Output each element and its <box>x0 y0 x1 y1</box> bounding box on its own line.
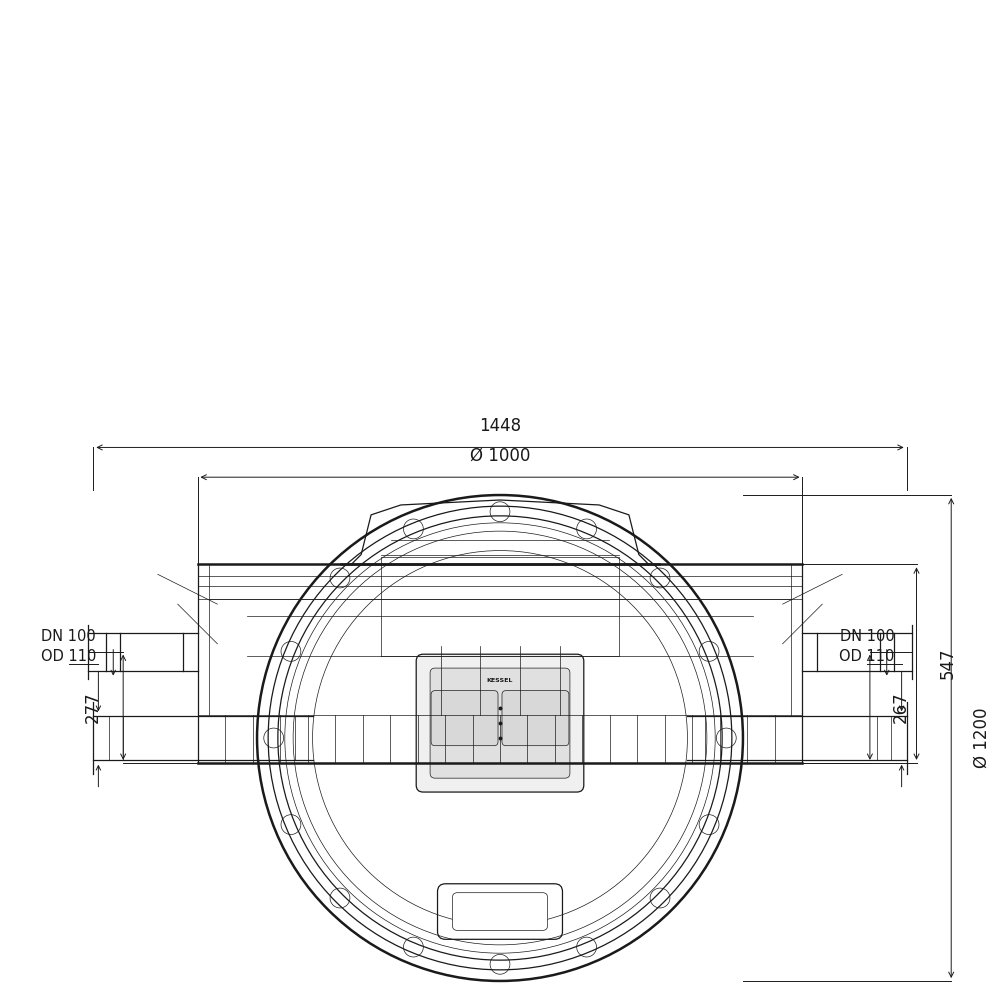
Text: DN 100
OD 110: DN 100 OD 110 <box>41 629 96 664</box>
Text: 547: 547 <box>938 648 956 679</box>
Text: KESSEL: KESSEL <box>487 678 513 683</box>
Text: 277: 277 <box>83 691 101 723</box>
Text: 267: 267 <box>892 691 910 723</box>
FancyBboxPatch shape <box>416 654 584 792</box>
FancyBboxPatch shape <box>431 691 498 746</box>
FancyBboxPatch shape <box>452 893 548 930</box>
FancyBboxPatch shape <box>502 691 569 746</box>
Text: Ø 1000: Ø 1000 <box>470 446 530 464</box>
Text: Ø 1200: Ø 1200 <box>973 708 991 768</box>
Text: DN 100
OD 110: DN 100 OD 110 <box>839 629 895 664</box>
Text: 1448: 1448 <box>479 417 521 435</box>
FancyBboxPatch shape <box>430 668 570 778</box>
